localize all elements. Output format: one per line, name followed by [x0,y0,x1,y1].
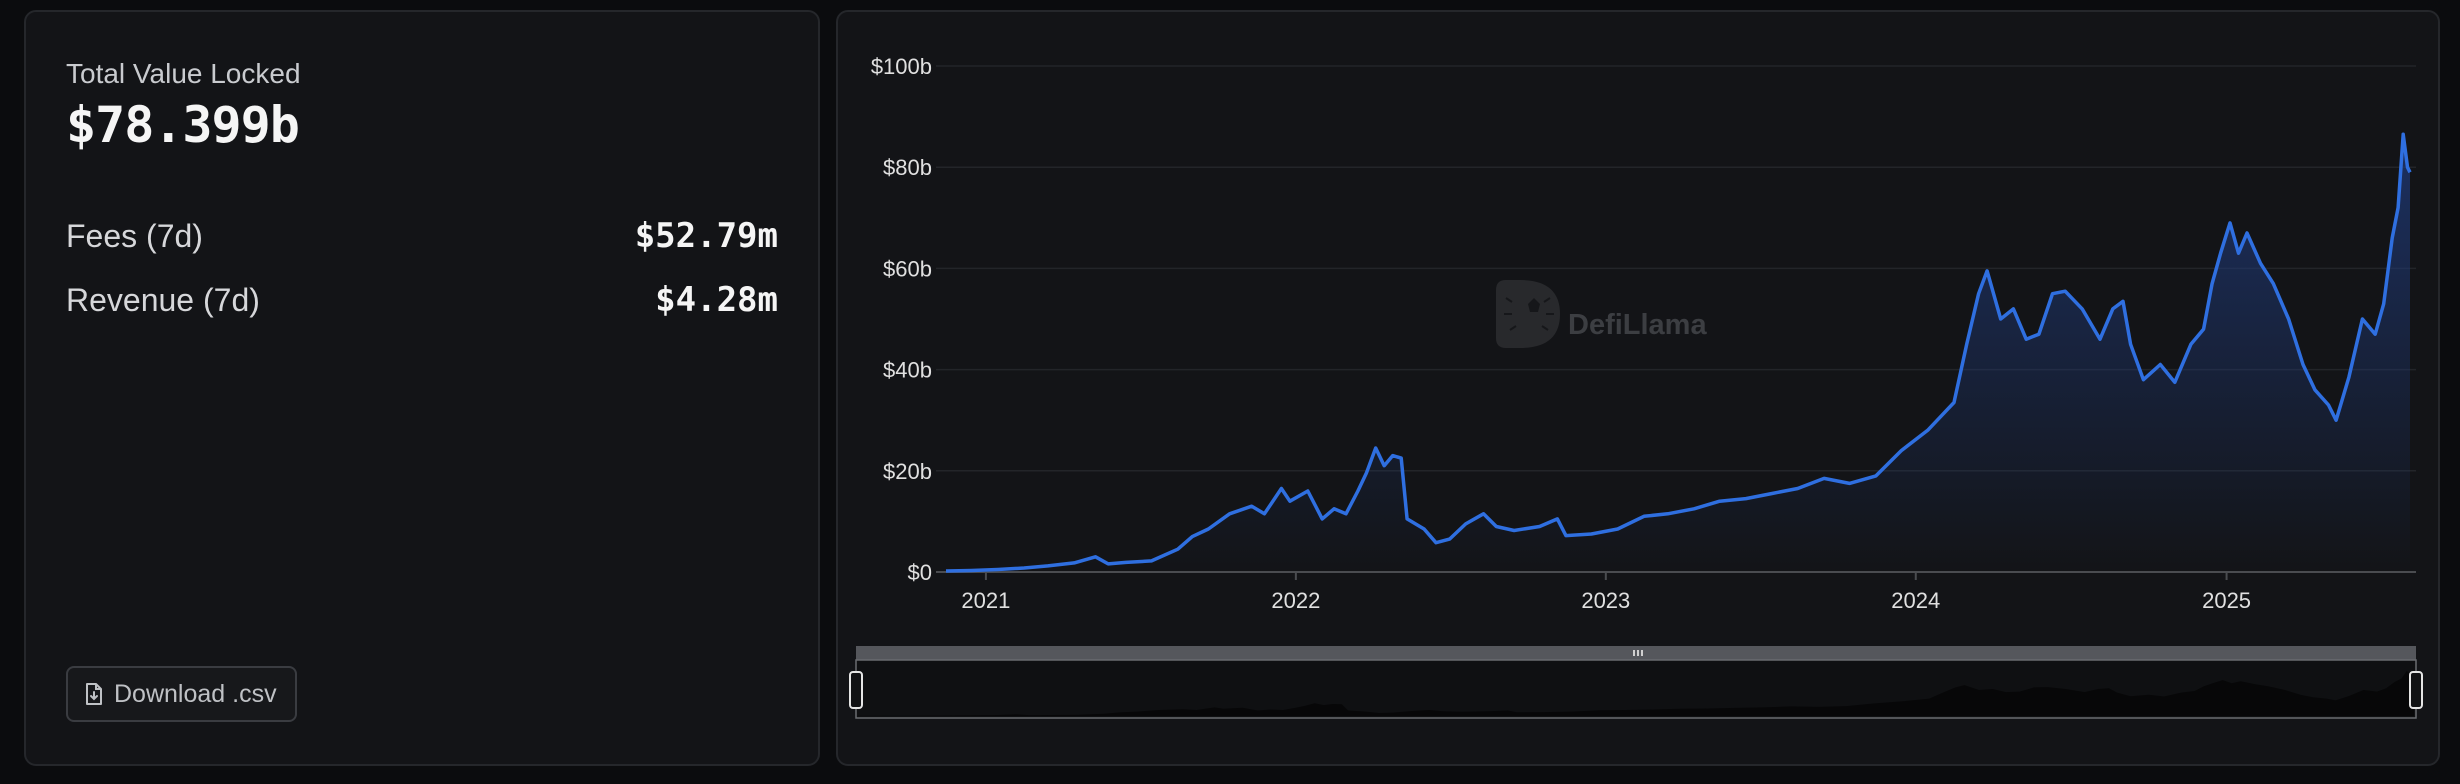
fees-row: Fees (7d) $52.79m [66,216,778,256]
tvl-chart: $0 $20b $40b $60b $80b $100b 2021 2022 2023 2024… [849,54,2423,719]
fees-value: $52.79m [634,216,778,256]
y-tick-label: $0 [908,560,932,585]
y-tick-label: $80b [883,155,932,180]
tvl-label: Total Value Locked [66,58,301,89]
download-label: Download .csv [114,679,277,708]
tvl-area [946,134,2410,573]
y-tick-label: $20b [883,459,932,484]
revenue-value: $4.28m [655,280,778,320]
tvl-series-line [945,132,2412,573]
range-handle-right[interactable] [2409,671,2423,709]
x-tick-label: 2025 [2202,588,2251,613]
y-tick-label: $40b [883,358,932,383]
revenue-label: Revenue (7d) [66,281,260,318]
tvl-value: $78.399b [66,96,300,154]
x-tick-label: 2024 [1891,588,1940,613]
y-tick-label: $60b [883,256,932,281]
x-tick-label: 2022 [1271,588,1320,613]
range-drag-handle-icon[interactable] [1633,650,1643,656]
download-csv-button[interactable]: Download .csv [66,666,297,722]
x-tick-label: 2023 [1581,588,1630,613]
y-tick-label: $100b [871,54,932,79]
range-selector-bar[interactable] [856,646,2416,660]
range-handle-left[interactable] [849,671,863,709]
watermark-text: DefiLlama [1568,309,1707,341]
stats-panel: Total Value Locked $78.399b Fees (7d) $5… [24,10,820,766]
range-selector[interactable] [849,646,2423,719]
defillama-watermark: DefiLlama [1496,280,1707,348]
file-download-icon [84,682,104,706]
x-axis: 2021 2022 2023 2024 2025 [961,572,2251,613]
x-tick-label: 2021 [961,588,1010,613]
revenue-row: Revenue (7d) $4.28m [66,280,778,320]
fees-label: Fees (7d) [66,217,203,254]
range-selector-preview [858,671,2414,716]
y-axis: $0 $20b $40b $60b $80b $100b [871,54,932,585]
chart-panel: $0 $20b $40b $60b $80b $100b 2021 2022 2023 2024… [836,10,2440,766]
llama-logo-icon [1496,280,1560,348]
